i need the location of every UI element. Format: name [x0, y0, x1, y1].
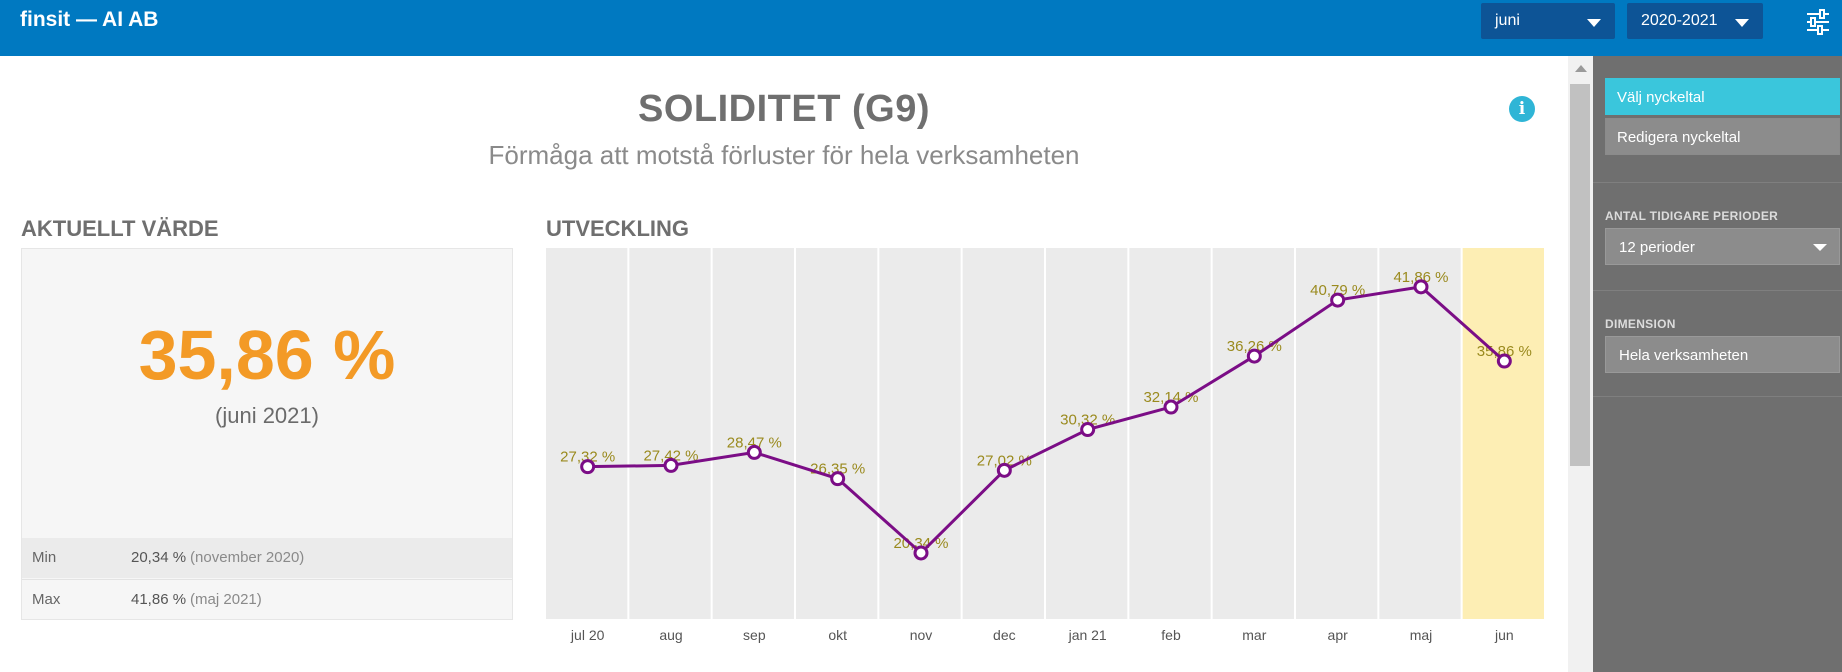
highlighted-band — [1462, 248, 1544, 619]
x-tick-label: feb — [1161, 627, 1181, 643]
year-select-value: 2020-2021 — [1641, 12, 1718, 29]
edit-metric-button[interactable]: Redigera nyckeltal — [1605, 118, 1840, 155]
chart-band — [712, 248, 794, 619]
divider — [1593, 182, 1842, 183]
current-value: 35,86 % — [138, 316, 396, 394]
dimension-value: Hela verksamheten — [1619, 347, 1749, 364]
chart-band — [1212, 248, 1294, 619]
max-row: Max 41,86 % (maj 2021) — [22, 579, 512, 619]
app-title[interactable]: finsit — AI AB — [20, 8, 159, 31]
data-point — [830, 471, 846, 487]
data-point — [1413, 279, 1429, 295]
data-point — [1080, 422, 1096, 438]
data-point — [746, 444, 762, 460]
sliders-icon[interactable] — [1804, 8, 1832, 36]
data-point — [1496, 353, 1512, 369]
series-line — [587, 285, 1506, 556]
year-select[interactable]: 2020-2021 — [1627, 3, 1763, 39]
x-tick-label: jul 20 — [570, 627, 605, 643]
min-value: 20,34 % — [131, 549, 187, 566]
data-point — [996, 462, 1012, 478]
data-point — [1163, 399, 1179, 415]
data-point — [663, 457, 679, 473]
periods-label: ANTAL TIDIGARE PERIODER — [1605, 209, 1779, 223]
chevron-down-icon — [1813, 244, 1827, 251]
x-tick-label: okt — [828, 627, 847, 643]
data-label: 32,14 % — [1143, 389, 1198, 406]
data-point — [913, 545, 929, 561]
data-label: 28,47 % — [727, 434, 782, 451]
max-period: (maj 2021) — [190, 591, 262, 608]
chart-band — [796, 248, 878, 619]
x-tick-label: maj — [1410, 627, 1433, 643]
x-tick-label: nov — [910, 627, 933, 643]
chart-band — [1379, 248, 1461, 619]
page-title: SOLIDITET (G9) — [638, 88, 930, 130]
trend-heading: UTVECKLING — [546, 216, 689, 241]
min-period: (november 2020) — [190, 549, 305, 566]
trend-chart-svg: jul 20 aug sep okt nov dec jan 21 feb mar apr maj j… — [546, 248, 1544, 643]
right-sidebar: Välj nyckeltal Redigera nyckeltal ANTAL … — [1593, 56, 1842, 672]
data-label: 27,42 % — [643, 447, 698, 464]
info-icon[interactable]: i — [1509, 96, 1535, 122]
data-label: 27,32 % — [560, 449, 615, 466]
data-label: 40,79 % — [1310, 282, 1365, 299]
x-tick-label: apr — [1328, 627, 1349, 643]
periods-select[interactable]: 12 perioder — [1605, 228, 1840, 265]
x-tick-label: jun — [1494, 627, 1514, 643]
min-label: Min — [32, 549, 57, 566]
data-point — [1246, 348, 1262, 364]
chart-band — [1296, 248, 1378, 619]
data-point — [580, 459, 596, 475]
chevron-down-icon — [1735, 19, 1749, 27]
chart-band — [879, 248, 961, 619]
max-label: Max — [32, 591, 61, 608]
data-point — [1330, 292, 1346, 308]
top-bar: finsit — AI AB juni 2020-2021 — [0, 0, 1842, 56]
data-label: 41,86 % — [1393, 269, 1448, 286]
current-value-heading: AKTUELLT VÄRDE — [21, 216, 219, 241]
divider — [1593, 290, 1842, 291]
divider — [1593, 396, 1842, 397]
periods-value: 12 perioder — [1619, 239, 1695, 256]
scrollbar-thumb[interactable] — [1570, 84, 1590, 466]
trend-chart: jul 20 aug sep okt nov dec jan 21 feb mar apr maj j… — [546, 248, 1546, 648]
scroll-up-arrow-icon[interactable] — [1575, 65, 1587, 72]
month-select[interactable]: juni — [1481, 3, 1615, 39]
current-period: (juni 2021) — [215, 403, 319, 428]
page-subtitle: Förmåga att motstå förluster för hela ve… — [488, 140, 1080, 170]
dimension-select[interactable]: Hela verksamheten — [1605, 336, 1840, 373]
max-value: 41,86 % — [131, 591, 187, 608]
x-tick-label: mar — [1242, 627, 1266, 643]
data-label: 36,26 % — [1227, 338, 1282, 355]
chart-band — [962, 248, 1044, 619]
chart-band — [1129, 248, 1211, 619]
chart-band — [629, 248, 711, 619]
current-value-card: 35,86 % (juni 2021) Min 20,34 % (november… — [21, 248, 513, 620]
scrollbar[interactable] — [1568, 56, 1593, 672]
month-select-value: juni — [1495, 12, 1520, 29]
min-row: Min 20,34 % (november 2020) — [22, 538, 512, 578]
x-tick-label: dec — [993, 627, 1016, 643]
dimension-label: DIMENSION — [1605, 317, 1676, 331]
choose-metric-button[interactable]: Välj nyckeltal — [1605, 78, 1840, 115]
x-tick-label: aug — [659, 627, 682, 643]
x-tick-label: sep — [743, 627, 766, 643]
x-tick-label: jan 21 — [1068, 627, 1107, 643]
chart-band — [546, 248, 628, 619]
chevron-down-icon — [1587, 19, 1601, 27]
